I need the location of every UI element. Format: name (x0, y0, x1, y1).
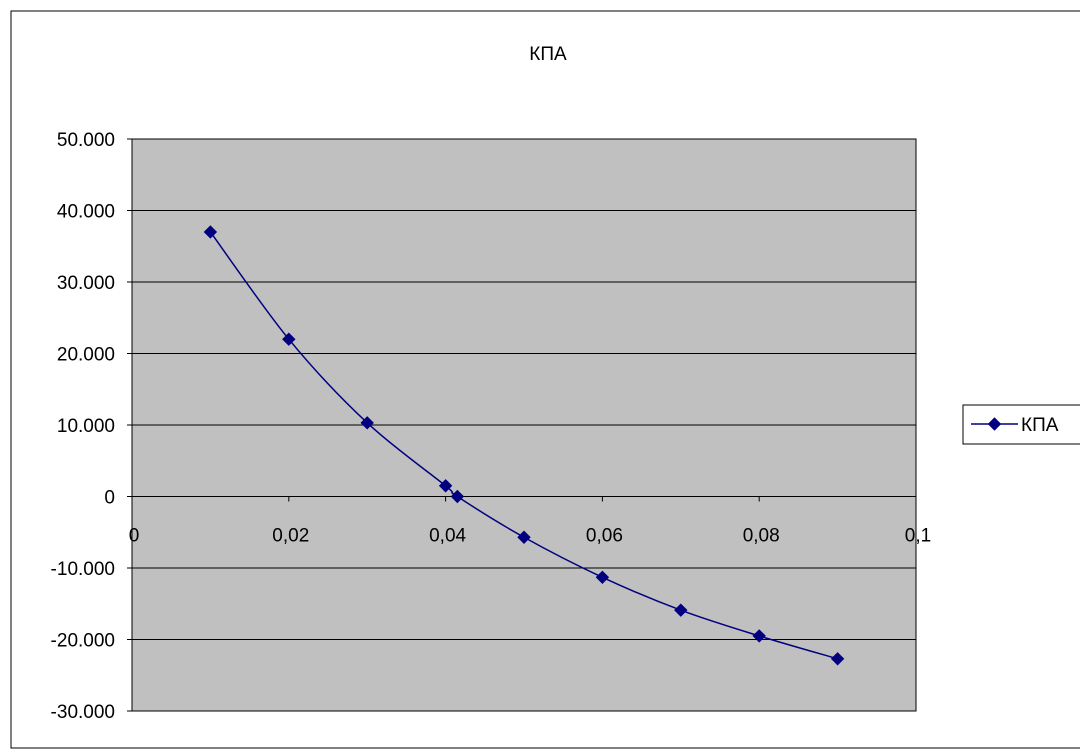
data-point (674, 603, 688, 617)
x-tick-label: 0,06 (586, 526, 623, 547)
legend-label: КПА (1021, 415, 1059, 436)
data-point (450, 489, 465, 504)
y-tick-label: 50.000 (57, 130, 115, 151)
y-tick-label: 0 (104, 488, 115, 509)
series-line (209, 231, 838, 660)
axes (127, 138, 917, 712)
y-tick-label: 40.000 (57, 202, 115, 223)
y-tick-label: -10.000 (51, 559, 115, 580)
x-tick-label: 0 (129, 526, 140, 547)
x-tick-labels: 0 0,02 0,04 0,06 0,08 0,1 (129, 526, 932, 547)
data-point (752, 629, 766, 643)
y-tick-label: 10.000 (57, 416, 115, 437)
x-tick-label: 0,04 (429, 526, 466, 547)
x-tick-label: 0,02 (272, 526, 309, 547)
data-point (595, 570, 610, 585)
y-tick-label: -30.000 (51, 702, 115, 723)
data-point (282, 332, 296, 346)
y-tick-label: 30.000 (57, 273, 115, 294)
data-point (517, 530, 531, 544)
y-tick-labels: 50.000 40.000 30.000 20.000 10.000 0 -10.000 -2… (51, 130, 115, 723)
x-tick-label: 0,1 (905, 526, 931, 547)
data-point (203, 225, 218, 239)
legend-marker-icon (987, 417, 1002, 431)
x-tick-label: 0,08 (743, 526, 780, 547)
data-point (830, 652, 845, 666)
y-tick-label: 20.000 (57, 345, 115, 366)
y-tick-label: -20.000 (51, 631, 115, 652)
legend: КПА (962, 404, 1080, 445)
chart-title: КПА (529, 44, 567, 65)
data-point (438, 479, 453, 493)
series-layer (203, 225, 845, 666)
data-point (360, 416, 374, 430)
